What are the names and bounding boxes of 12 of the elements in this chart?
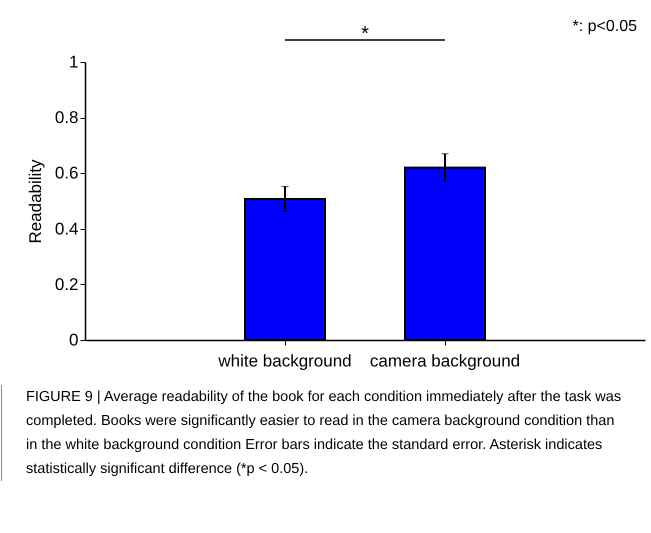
- y-tick-label: 0: [69, 330, 78, 350]
- y-tick-label: 0.6: [54, 164, 78, 183]
- x-tick-label: camera background: [370, 352, 520, 370]
- caption: FIGURE 9 | Average readability of the book for each condition immediately after the task was completed. Books were significantly easier to read in the camera background condition than in the white background condition Error bars indicate the standard error. Asterisk indicates statistically significant difference (*p < 0.05).: [1, 385, 626, 481]
- x-tick-label: white background: [217, 352, 352, 370]
- y-tick-label: 0.8: [54, 108, 78, 128]
- y-axis-title: Readability: [26, 158, 45, 244]
- y-tick-label: 0.2: [54, 274, 78, 294]
- y-tick-label: 0.4: [54, 219, 78, 238]
- y-tick-label: 1: [69, 52, 78, 72]
- text: *: p<0.05: [572, 18, 637, 36]
- text: *: [361, 23, 370, 45]
